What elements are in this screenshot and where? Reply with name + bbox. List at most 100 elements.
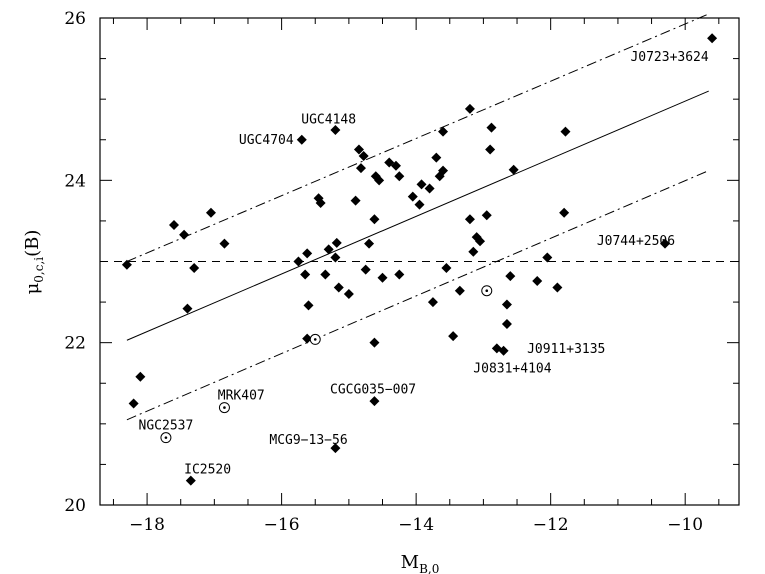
- data-point-diamond: [293, 256, 304, 267]
- data-point-diamond: [481, 210, 492, 221]
- data-point-diamond: [121, 259, 132, 270]
- data-point-circle-dot: [164, 436, 168, 439]
- data-point-diamond: [303, 300, 314, 311]
- axis-ticks: [100, 17, 739, 506]
- axis-tick-labels: −18 −16 −14 −12 −10 20 22 24 26: [64, 9, 703, 535]
- data-point-diamond: [189, 262, 200, 273]
- data-point-diamond: [364, 238, 375, 249]
- data-point-diamond: [350, 195, 361, 206]
- data-point-circle: [481, 285, 493, 297]
- data-point-circle: [218, 402, 230, 414]
- data-point-diamond: [501, 299, 512, 310]
- data-point-diamond: [475, 236, 486, 247]
- fit-lines: [100, 13, 739, 421]
- x-tick-label: −14: [398, 515, 434, 535]
- x-axis-title: MB,0: [401, 552, 440, 574]
- data-point-diamond: [300, 269, 311, 280]
- data-point-diamond: [560, 126, 571, 137]
- dashdot-line: [126, 170, 709, 421]
- y-tick-label: 24: [64, 171, 86, 191]
- point-label: J0723+3624: [630, 50, 708, 65]
- data-point-diamond: [369, 214, 380, 225]
- data-point-diamond: [353, 144, 364, 155]
- data-point-diamond: [438, 165, 449, 176]
- data-point-diamond: [168, 219, 179, 230]
- data-point-diamond: [302, 333, 313, 344]
- data-point-diamond: [360, 264, 371, 275]
- point-label: MRK407: [218, 388, 265, 403]
- data-point-diamond: [431, 152, 442, 163]
- data-point-diamond: [427, 297, 438, 308]
- data-point-circle: [160, 432, 172, 444]
- data-point-diamond: [498, 345, 509, 356]
- data-point-diamond: [464, 214, 475, 225]
- data-point-diamond: [441, 262, 452, 273]
- data-point-diamond: [454, 285, 465, 296]
- dashdot-line: [126, 13, 709, 262]
- solid-line: [126, 90, 709, 341]
- data-point-diamond: [330, 125, 341, 136]
- x-axis-title-main: M: [401, 552, 419, 573]
- data-point-diamond: [330, 443, 341, 454]
- data-point-diamond: [323, 244, 334, 255]
- data-point-diamond: [369, 337, 380, 348]
- data-point-diamond: [358, 150, 369, 161]
- data-point-diamond: [320, 269, 331, 280]
- x-axis-title-sub: B,0: [419, 562, 439, 574]
- x-tick-label: −16: [264, 515, 300, 535]
- data-point-diamond: [501, 318, 512, 329]
- point-label: J0911+3135: [527, 342, 605, 357]
- data-point-diamond: [407, 191, 418, 202]
- data-point-diamond: [296, 134, 307, 145]
- data-point-diamond: [559, 207, 570, 218]
- data-point-diamond: [424, 183, 435, 194]
- data-point-diamond: [330, 252, 341, 263]
- data-point-diamond: [343, 288, 354, 299]
- data-point-diamond: [128, 398, 139, 409]
- data-point-diamond: [508, 164, 519, 175]
- y-axis-title: μ0,c,i(B): [22, 230, 46, 295]
- data-point-diamond: [390, 160, 401, 171]
- point-annotations: UGC4148 UGC4704 J0723+3624 J0744+2506 J0911+…: [139, 50, 709, 477]
- data-point-diamond: [448, 331, 459, 342]
- point-label: UGC4704: [239, 133, 294, 148]
- data-point-diamond: [369, 396, 380, 407]
- point-label: J0744+2506: [597, 234, 675, 249]
- data-point-diamond: [468, 246, 479, 257]
- data-point-diamond: [185, 475, 196, 486]
- x-tick-label: −10: [667, 515, 703, 535]
- data-point-circle-dot: [223, 406, 226, 409]
- data-point-diamond: [182, 303, 193, 314]
- data-point-diamond: [179, 229, 190, 240]
- point-label: CGCG035−007: [330, 383, 416, 398]
- data-point-diamond: [377, 272, 388, 283]
- data-point-diamond: [707, 33, 718, 44]
- data-point-diamond: [315, 198, 326, 209]
- data-point-diamond: [219, 238, 230, 249]
- plot-frame: [99, 17, 740, 506]
- x-tick-label: −12: [533, 515, 569, 535]
- y-tick-label: 26: [64, 9, 86, 29]
- y-tick-label: 22: [64, 334, 86, 354]
- point-label: NGC2537: [139, 418, 194, 433]
- data-point-circle: [309, 333, 321, 345]
- data-point-diamond: [416, 179, 427, 190]
- point-label: MCG9−13−56: [269, 433, 347, 448]
- data-point-diamond: [464, 103, 475, 114]
- point-label: UGC4148: [301, 112, 356, 127]
- data-point-diamond: [414, 199, 425, 210]
- y-axis-title-tail: (B): [22, 230, 43, 257]
- data-point-diamond: [333, 282, 344, 293]
- data-point-diamond: [486, 122, 497, 133]
- data-point-circle-dot: [485, 289, 489, 293]
- point-label: IC2520: [184, 462, 231, 477]
- data-point-diamond: [542, 252, 553, 263]
- data-point-diamond: [302, 248, 313, 259]
- data-point-circle-dot: [313, 338, 317, 341]
- data-point-diamond: [532, 275, 543, 286]
- data-point-diamond: [331, 237, 342, 248]
- data-points: [121, 33, 718, 486]
- data-point-diamond: [552, 282, 563, 293]
- data-point-diamond: [438, 126, 449, 137]
